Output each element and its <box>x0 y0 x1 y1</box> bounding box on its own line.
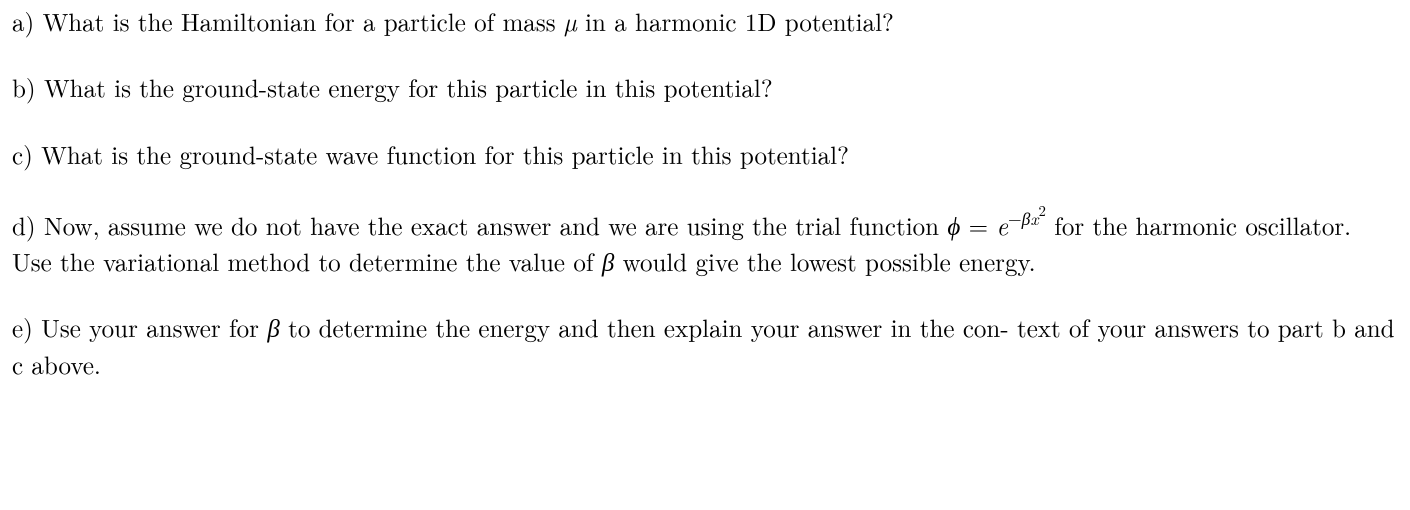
item-c: c) What is the ground-state wave functio… <box>12 137 1398 173</box>
var-e: e <box>996 208 1008 243</box>
item-e: e) Use your answer for β to determine th… <box>12 310 1398 383</box>
item-e-label: e) <box>12 310 33 345</box>
eq-sign: = <box>960 208 996 243</box>
var-mu: µ <box>564 4 577 39</box>
item-a-pre: What is the Hamiltonian for a particle o… <box>43 4 564 39</box>
item-d-label: d) <box>12 208 36 243</box>
item-b-label: b) <box>12 70 36 105</box>
exponent: −βx2 <box>1008 206 1046 231</box>
item-a-label: a) <box>12 4 34 39</box>
item-a-post: in a harmonic 1D potential? <box>577 4 894 39</box>
item-c-label: c) <box>12 137 33 172</box>
item-c-text: What is the ground-state wave function f… <box>41 137 849 172</box>
item-b: b) What is the ground-state energy for t… <box>12 70 1398 106</box>
exp-minus: − <box>1008 206 1022 231</box>
item-d-pre: Now, assume we do not have the exact ans… <box>44 208 947 243</box>
trial-function: ϕ = e−βx2 <box>947 208 1045 243</box>
item-a: a) What is the Hamiltonian for a particl… <box>12 4 1398 40</box>
item-d-post: would give the lowest possible energy. <box>614 244 1035 279</box>
item-e-pre: Use your answer for <box>41 310 267 345</box>
var-beta-e: β <box>267 310 279 345</box>
item-d: d) Now, assume we do not have the exact … <box>12 203 1398 281</box>
item-b-text: What is the ground-state energy for this… <box>44 70 773 105</box>
var-phi: ϕ <box>947 208 960 243</box>
exp-two: 2 <box>1038 200 1045 221</box>
var-beta-d: β <box>602 244 614 279</box>
